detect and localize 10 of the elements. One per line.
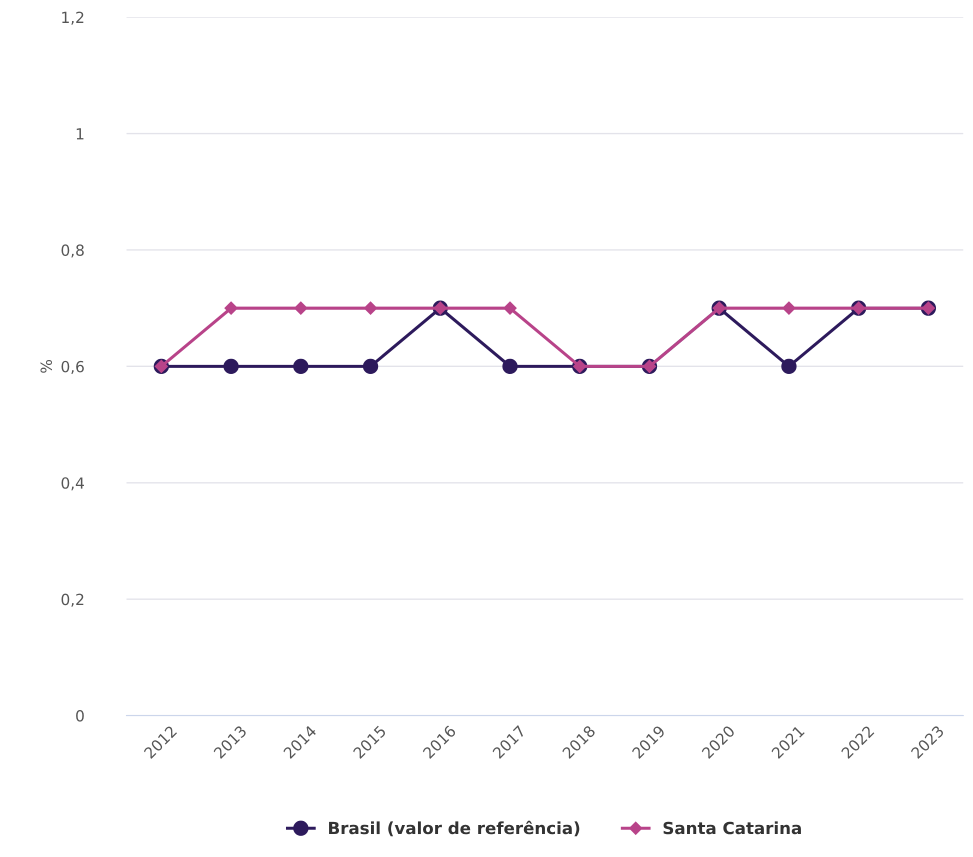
y-tick-label: 1,2 — [62, 12, 84, 25]
y-axis-title: % — [40, 360, 52, 373]
y-tick-label: 0,8 — [62, 244, 84, 258]
y-tick-label: 1 — [76, 128, 84, 140]
y-tick-label: 0 — [76, 710, 84, 722]
legend-label: Santa Catarina — [664, 821, 801, 834]
y-tick-label: 0,6 — [62, 360, 84, 374]
legend-label: Brasil (valor de referência) — [329, 820, 580, 836]
y-tick-label: 0,2 — [62, 594, 84, 607]
y-tick-label: 0,4 — [62, 477, 84, 490]
